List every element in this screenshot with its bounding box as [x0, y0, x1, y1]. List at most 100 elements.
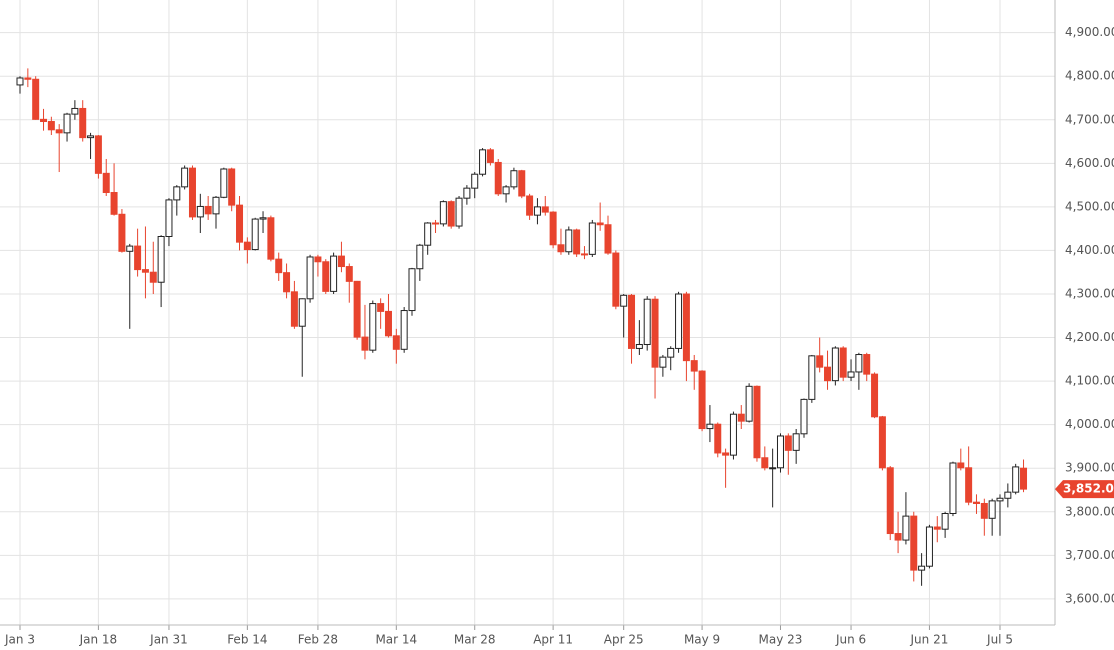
- candle-body: [839, 347, 847, 378]
- candle-body: [933, 526, 941, 530]
- candle-body: [439, 201, 447, 225]
- candle-body: [181, 167, 189, 188]
- candle-body: [604, 224, 612, 254]
- last-price-label: 3,852.00: [1063, 482, 1114, 496]
- x-tick-label: Apr 25: [604, 633, 644, 647]
- candle-body: [432, 222, 440, 225]
- y-tick-label: 4,900.00: [1065, 25, 1114, 39]
- candle-body: [369, 303, 377, 351]
- x-tick-label: Mar 14: [375, 633, 417, 647]
- candle-body: [761, 457, 769, 469]
- y-tick-label: 3,900.00: [1065, 461, 1114, 475]
- candle-body: [110, 192, 118, 215]
- x-tick-label: Feb 14: [227, 633, 267, 647]
- candle-body: [79, 107, 87, 139]
- candle-body: [275, 258, 283, 274]
- candle-body: [925, 526, 933, 567]
- candle-body: [659, 356, 667, 368]
- candle-body: [377, 303, 385, 312]
- candle-body: [16, 77, 24, 86]
- y-tick-label: 4,500.00: [1065, 199, 1114, 213]
- candle-body: [463, 187, 471, 199]
- candle-body: [714, 423, 722, 454]
- candle-body: [902, 515, 910, 541]
- candle-body: [800, 398, 808, 435]
- candle-body: [228, 168, 236, 206]
- candle-body: [188, 167, 196, 218]
- candle-body: [690, 360, 698, 372]
- candle-body: [283, 272, 291, 293]
- candle-body: [337, 255, 345, 268]
- candle-body: [494, 161, 502, 195]
- y-tick-label: 3,600.00: [1065, 591, 1114, 605]
- candle-body: [855, 354, 863, 373]
- x-tick-label: Jun 21: [910, 633, 949, 647]
- candle-body: [628, 294, 636, 349]
- candle-body: [957, 462, 965, 469]
- y-tick-label: 3,800.00: [1065, 504, 1114, 518]
- candle-body: [722, 452, 730, 456]
- candle-body: [831, 347, 839, 382]
- candle-body: [1004, 491, 1012, 499]
- candle-body: [447, 201, 455, 227]
- candle-body: [55, 129, 63, 134]
- candle-body: [949, 462, 957, 515]
- candle-body: [212, 196, 220, 215]
- candle-body: [510, 170, 518, 188]
- candle-body: [816, 355, 824, 368]
- candle-body: [149, 271, 157, 283]
- candle-body: [204, 205, 212, 215]
- candle-body: [988, 500, 996, 519]
- candle-body: [471, 173, 479, 189]
- candle-body: [134, 245, 142, 271]
- candle-body: [996, 497, 1004, 502]
- candle-body: [400, 310, 408, 350]
- candle-body: [94, 135, 102, 174]
- candle-body: [729, 413, 737, 456]
- candle-body: [808, 355, 816, 400]
- y-tick-label: 4,100.00: [1065, 374, 1114, 388]
- candle-body: [792, 433, 800, 451]
- x-tick-label: Jan 31: [149, 633, 188, 647]
- candle-body: [620, 294, 628, 307]
- candle-body: [682, 293, 690, 362]
- y-tick-label: 3,700.00: [1065, 548, 1114, 562]
- candle-body: [588, 222, 596, 255]
- y-tick-label: 4,700.00: [1065, 112, 1114, 126]
- candle-body: [259, 217, 267, 220]
- candle-body: [87, 135, 95, 139]
- candle-body: [361, 336, 369, 351]
- last-price-tag: [1055, 480, 1114, 499]
- candle-body: [392, 335, 400, 350]
- candle-body: [345, 266, 353, 282]
- candle-body: [596, 222, 604, 226]
- candle-body: [549, 211, 557, 246]
- y-tick-label: 4,800.00: [1065, 69, 1114, 83]
- candle-body: [267, 217, 275, 260]
- candle-body: [298, 298, 306, 327]
- candle-body: [518, 170, 526, 197]
- candle-body: [416, 244, 424, 270]
- candle-body: [941, 513, 949, 530]
- x-tick-label: Jun 6: [835, 633, 866, 647]
- candle-body: [32, 78, 40, 120]
- candle-body: [63, 113, 71, 134]
- candle-body: [541, 206, 549, 213]
- candle-body: [141, 269, 149, 273]
- candle-body: [651, 298, 659, 368]
- candle-body: [353, 280, 361, 338]
- x-tick-label: May 9: [684, 633, 720, 647]
- x-tick-label: Jan 3: [4, 633, 35, 647]
- candle-body: [871, 373, 879, 418]
- candle-body: [243, 241, 251, 251]
- candle-body: [251, 218, 259, 251]
- candle-body: [557, 244, 565, 253]
- candle-body: [47, 121, 55, 131]
- x-tick-label: May 23: [759, 633, 803, 647]
- y-tick-label: 4,600.00: [1065, 156, 1114, 170]
- candle-body: [424, 222, 432, 246]
- candle-body: [479, 149, 487, 175]
- candle-body: [330, 255, 338, 292]
- candle-body: [196, 205, 204, 218]
